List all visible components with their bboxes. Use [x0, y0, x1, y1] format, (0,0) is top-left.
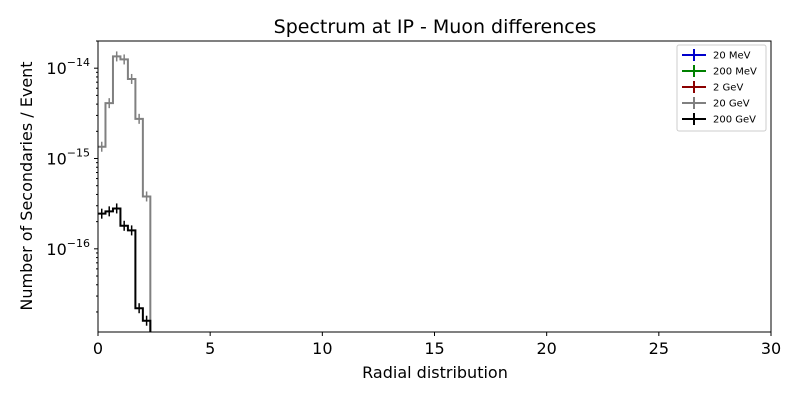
legend-label: 200 MeV: [713, 67, 757, 78]
series-line-20-gev: [98, 55, 152, 332]
x-tick-label: 10: [312, 339, 332, 358]
plot-frame: [97, 40, 772, 333]
y-tick-label: 10−16: [46, 237, 90, 259]
y-tick-label: 10−14: [46, 56, 90, 78]
x-tick-label: 30: [761, 339, 781, 358]
x-tick-label: 0: [93, 339, 103, 358]
y-axis-label: Number of Secondaries / Event: [17, 61, 36, 310]
x-tick-label: 25: [649, 339, 669, 358]
legend-label: 2 GeV: [713, 83, 743, 94]
legend-label: 200 GeV: [713, 115, 756, 126]
chart-title: Spectrum at IP - Muon differences: [274, 16, 597, 38]
x-tick-label: 15: [424, 339, 444, 358]
x-tick-label: 5: [205, 339, 215, 358]
legend-label: 20 MeV: [713, 51, 751, 62]
series-line-200-gev: [98, 207, 152, 332]
legend-box: [676, 44, 767, 132]
x-axis-label: Radial distribution: [362, 363, 508, 382]
x-tick-label: 20: [536, 339, 556, 358]
legend-label: 20 GeV: [713, 99, 750, 110]
y-tick-label: 10−15: [46, 147, 90, 169]
